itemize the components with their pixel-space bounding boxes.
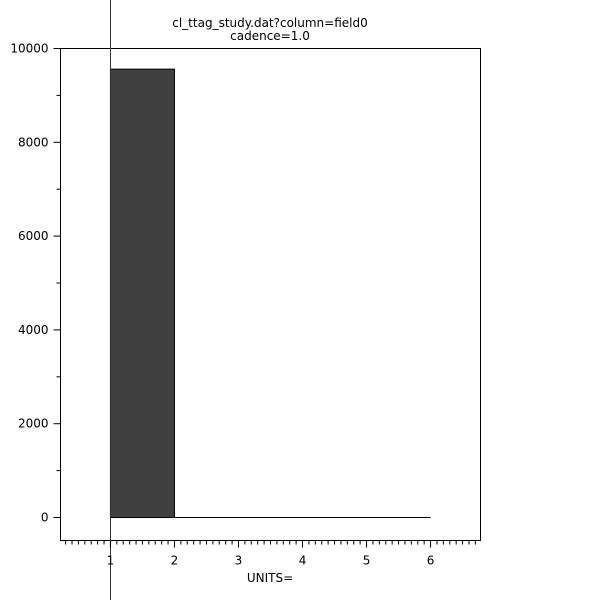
histogram-bar bbox=[109, 68, 175, 519]
y-tick-label: 4000 bbox=[18, 323, 49, 337]
x-tick-label: 2 bbox=[171, 554, 179, 568]
x-tick-label: 4 bbox=[299, 554, 307, 568]
y-tick-label: 2000 bbox=[18, 417, 49, 431]
chart-title: cl_ttag_study.dat?column=field0 bbox=[172, 16, 368, 30]
chart-subtitle: cadence=1.0 bbox=[230, 29, 310, 43]
x-axis-label: UNITS= bbox=[247, 571, 293, 585]
x-tick-label: 3 bbox=[235, 554, 243, 568]
x-tick-label: 5 bbox=[363, 554, 371, 568]
x-tick-label: 1 bbox=[107, 554, 115, 568]
x-tick-label: 6 bbox=[427, 554, 435, 568]
y-tick-label: 8000 bbox=[18, 135, 49, 149]
y-tick-label: 6000 bbox=[18, 229, 49, 243]
y-tick-label: 10000 bbox=[10, 42, 48, 56]
y-tick-label: 0 bbox=[41, 511, 49, 525]
